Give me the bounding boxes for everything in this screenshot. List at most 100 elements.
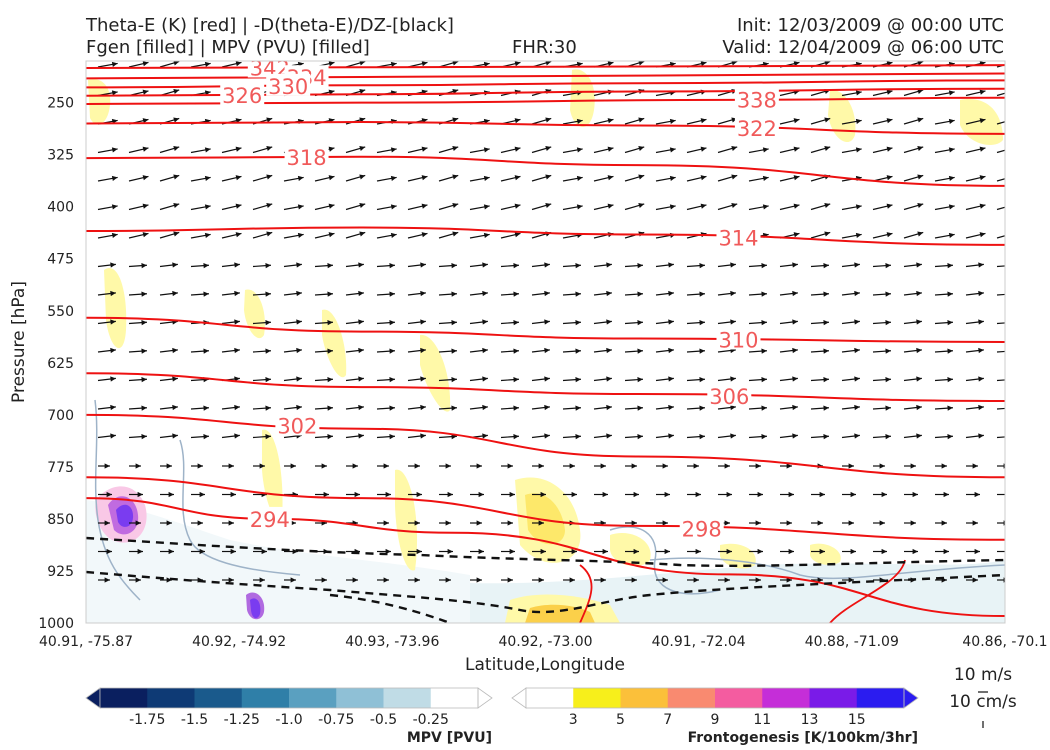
wind-vector: [687, 491, 701, 498]
wind-vector: [624, 145, 645, 154]
wind-vector: [934, 291, 953, 297]
wind-vector: [314, 203, 335, 211]
wind-vector: [718, 548, 732, 555]
wind-vector: [810, 202, 831, 211]
wind-vector: [655, 404, 674, 411]
wind-vector: [686, 320, 705, 326]
wind-vector: [191, 520, 203, 526]
wind-vector: [221, 146, 242, 154]
wind-vector: [748, 263, 767, 269]
wind-vector: [966, 548, 980, 555]
wind-vector: [779, 319, 798, 325]
wind-vector: [934, 377, 953, 383]
wind-vector: [625, 520, 637, 526]
wind-vector: [841, 376, 860, 382]
wind-vector: [531, 202, 552, 211]
wind-vector: [965, 262, 984, 268]
theta-e-line: [86, 72, 1005, 80]
contour-label-bg: [220, 82, 265, 105]
theta-e-line: [86, 316, 1005, 343]
vector-key: 10 m/s 10 cm/s: [949, 665, 1017, 728]
theta-e-line: [86, 226, 1005, 246]
wind-vector: [252, 263, 271, 269]
wind-vector: [593, 347, 612, 354]
wind-vector: [500, 232, 521, 239]
wind-vector: [686, 405, 705, 411]
dtheta-dz-line: [86, 570, 1005, 614]
mpv-outline: [179, 439, 301, 576]
wind-vector: [97, 204, 118, 211]
x-tick-labels: 40.91, -75.87 40.92, -74.92 40.93, -73.96 4…: [39, 634, 1048, 650]
wind-vector: [283, 262, 302, 268]
colorbar-extend-right: [477, 687, 493, 709]
colorbar-tick-label: -1.75: [129, 712, 165, 728]
wind-vector: [438, 434, 457, 440]
wind-vector: [779, 118, 800, 125]
wind-vector: [314, 405, 333, 411]
x-tick-label: 40.86, -70.1: [962, 634, 1047, 650]
wind-vector: [376, 348, 395, 354]
wind-vector: [221, 203, 242, 211]
plot-frame: [85, 60, 1006, 624]
wind-vector: [98, 463, 110, 469]
wind-vector: [252, 202, 273, 211]
wind-vector: [748, 291, 767, 297]
wind-vector: [129, 548, 143, 555]
wind-vector: [469, 232, 490, 239]
colorbar-swatch: [620, 688, 669, 708]
wind-vector: [686, 434, 705, 440]
valid-time: Valid: 12/04/2009 @ 06:00 UTC: [722, 37, 1004, 58]
forecast-hour: FHR:30: [512, 37, 577, 58]
wind-vector: [221, 175, 242, 182]
wind-vector: [656, 577, 668, 583]
wind-vector: [439, 491, 453, 498]
wind-vector: [873, 520, 885, 526]
wind-vector: [532, 463, 544, 469]
colorbar-swatch: [809, 688, 858, 708]
contour-label: 318: [287, 146, 327, 170]
wind-vector: [779, 146, 800, 154]
wind-vector: [872, 203, 893, 211]
contour-label-bg: [716, 225, 761, 248]
wind-vector: [717, 202, 738, 211]
wind-vector: [872, 232, 893, 239]
wind-vector: [624, 202, 645, 211]
wind-vector: [748, 434, 767, 440]
wind-vector: [748, 147, 769, 154]
wind-vector: [748, 175, 769, 182]
wind-vector: [563, 491, 577, 498]
wind-vector: [903, 433, 922, 439]
wind-vector: [748, 204, 769, 211]
wind-vector: [562, 348, 581, 354]
wind-vector: [314, 232, 335, 239]
wind-vector: [345, 319, 364, 325]
wind-vector: [252, 231, 273, 239]
wind-vector: [562, 118, 583, 125]
wind-vector: [283, 319, 302, 325]
wind-vector: [531, 174, 552, 182]
wind-vector: [470, 520, 482, 526]
wind-vector: [562, 175, 583, 182]
wind-vector: [717, 174, 738, 182]
filled-region: [810, 543, 841, 565]
wind-vector: [842, 520, 854, 526]
wind-vector: [97, 147, 118, 154]
wind-vector: [810, 377, 829, 383]
wind-vector: [190, 204, 211, 211]
wind-vector: [903, 347, 922, 354]
wind-vector: [748, 405, 767, 411]
wind-vector: [252, 291, 271, 297]
wind-vector: [873, 463, 885, 469]
wind-vector: [283, 204, 304, 211]
wind-vector: [593, 262, 612, 268]
theta-e-line: [86, 476, 1005, 541]
wind-vector: [748, 348, 767, 354]
wind-vector: [407, 175, 428, 182]
wind-vector: [842, 491, 856, 498]
wind-vector: [655, 262, 674, 268]
wind-vector: [841, 118, 862, 125]
x-tick-label: 40.92, -74.92: [192, 634, 286, 650]
wind-vector: [159, 404, 178, 411]
wind-vector: [97, 404, 116, 411]
wind-vector: [160, 463, 172, 469]
